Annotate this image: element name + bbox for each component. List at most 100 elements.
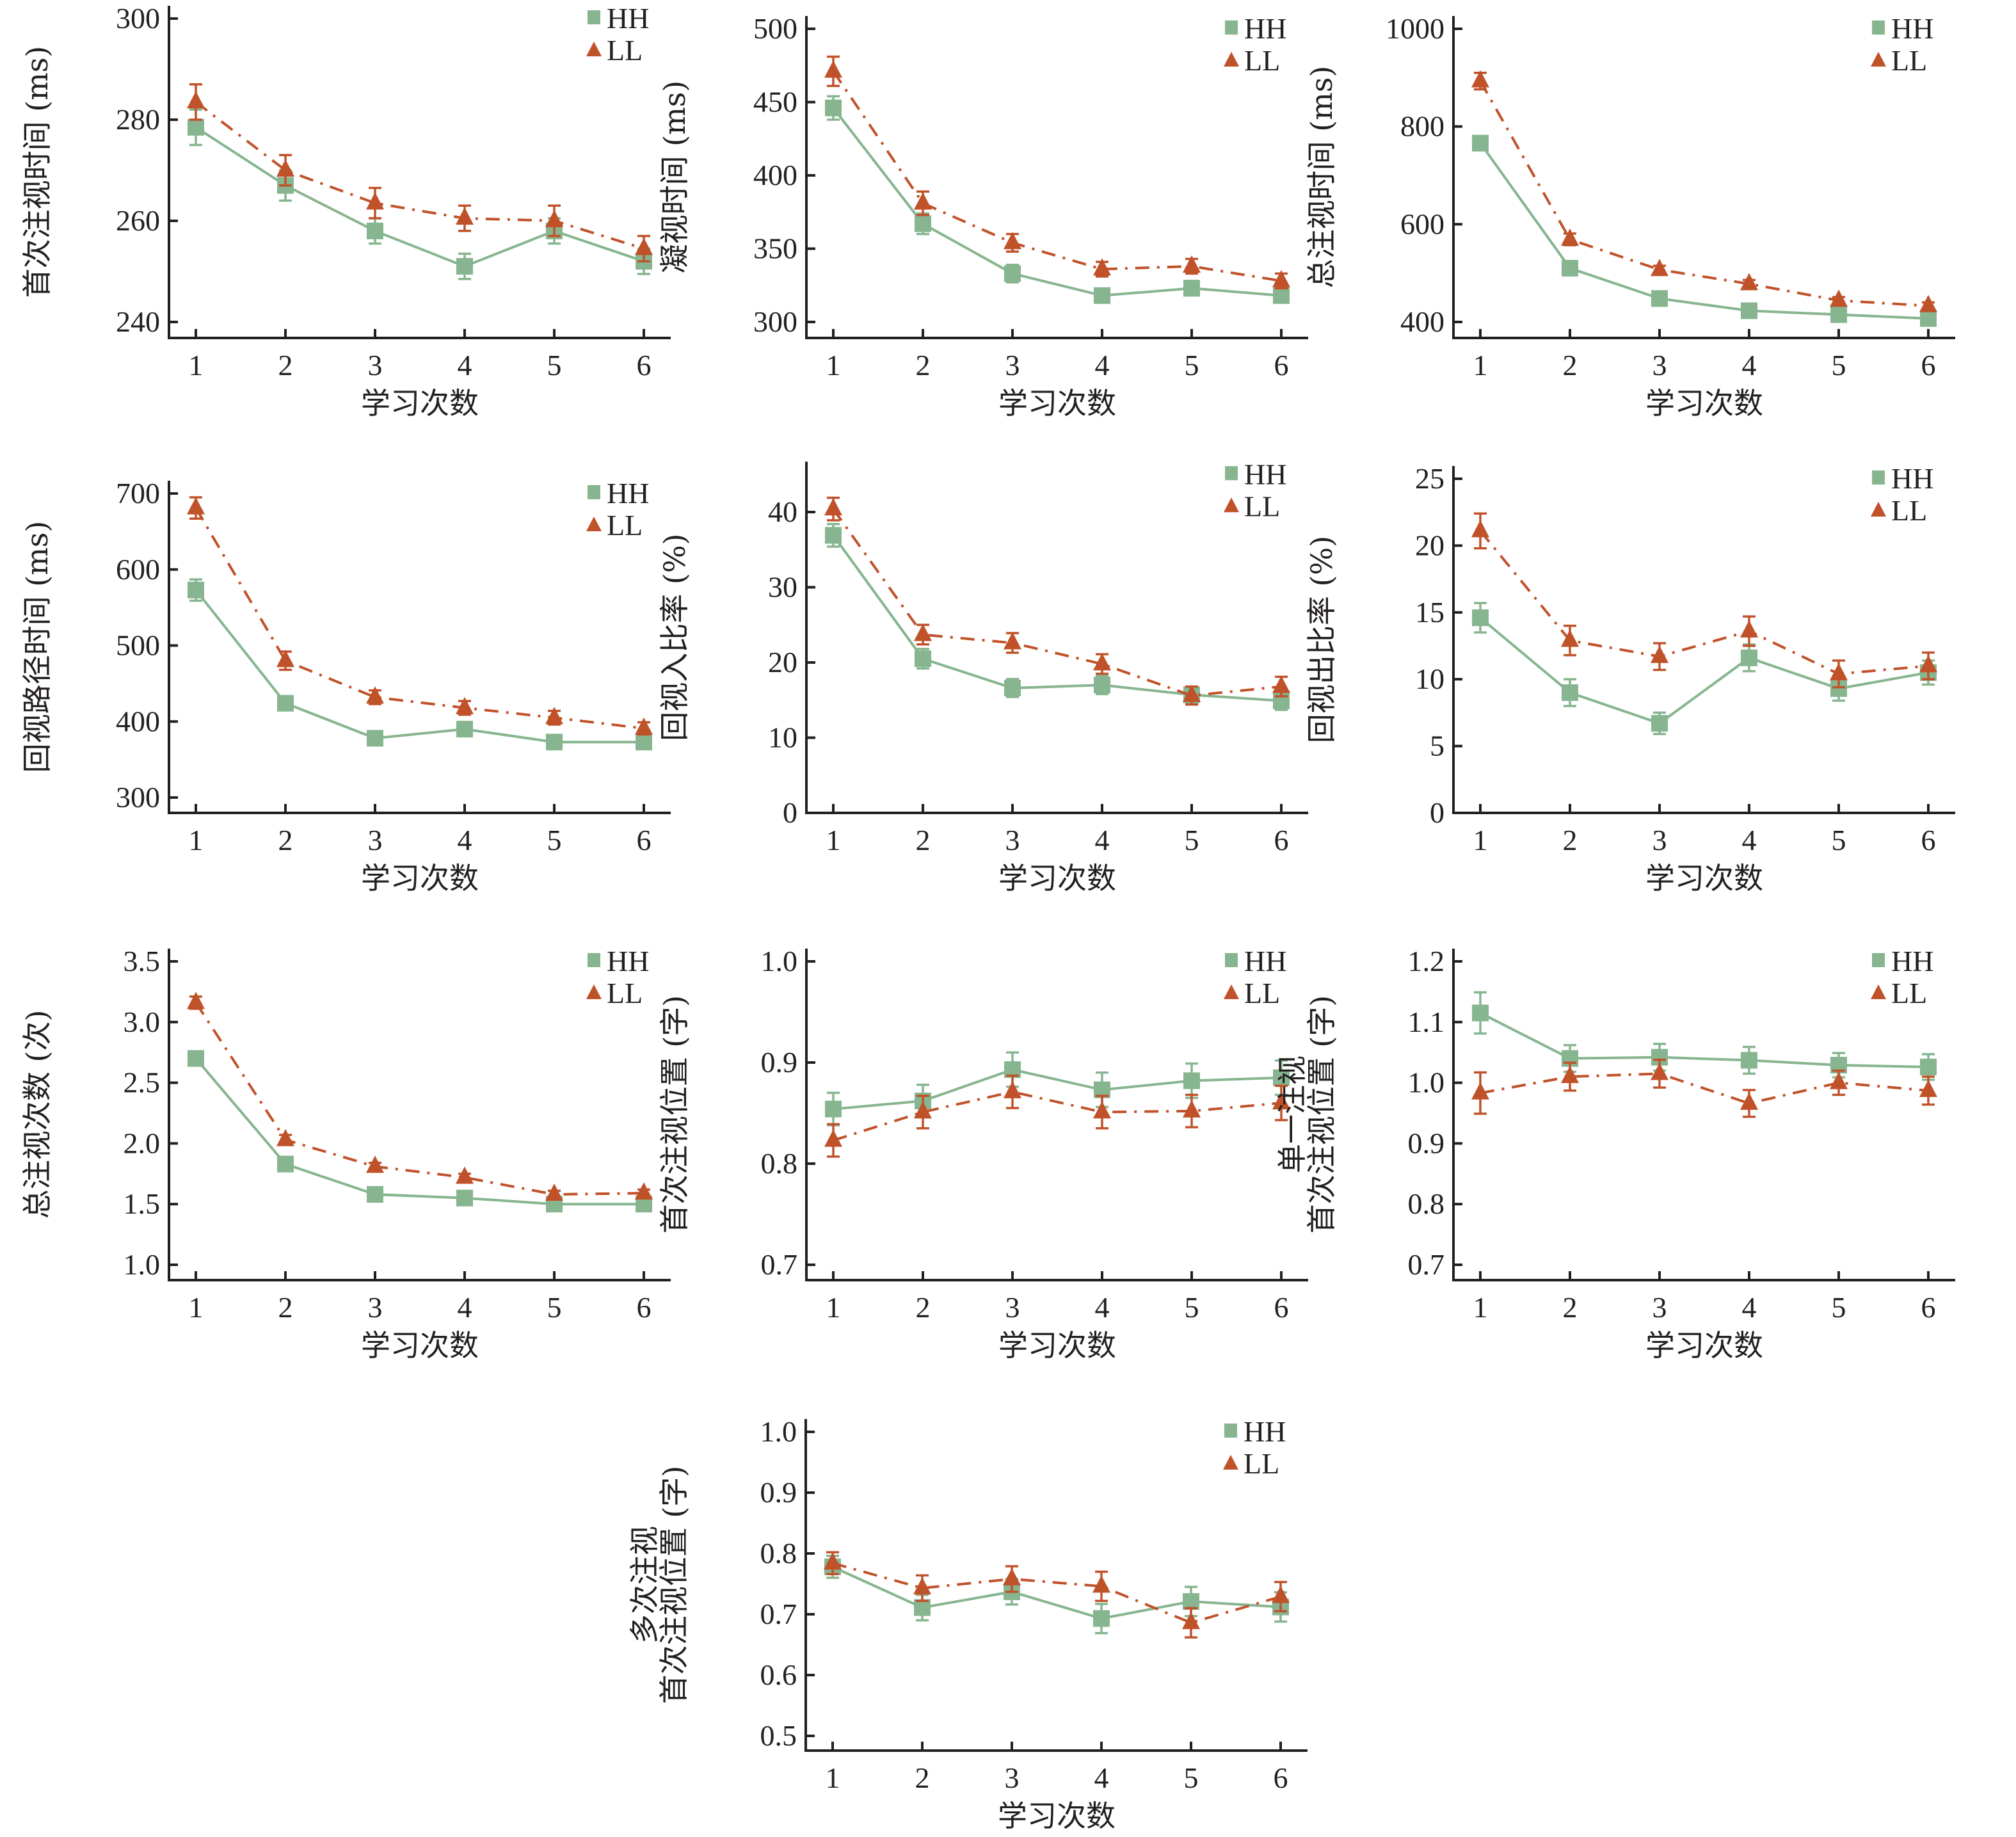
- legend-triangle-icon: [1223, 1455, 1238, 1470]
- data-point-triangle: [187, 91, 205, 109]
- data-point-triangle: [914, 192, 932, 210]
- x-tick-label: 1: [826, 1761, 840, 1794]
- y-tick-label: 0.9: [1408, 1127, 1445, 1159]
- x-tick-label: 5: [1184, 1761, 1199, 1794]
- data-point-triangle: [824, 1552, 842, 1570]
- data-point-triangle: [276, 1128, 294, 1146]
- x-tick-label: 4: [1095, 824, 1110, 856]
- x-axis-label: 学习次数: [361, 861, 479, 895]
- data-point-square: [1651, 715, 1668, 732]
- series-HH: [188, 1050, 652, 1213]
- data-point-triangle: [456, 1166, 474, 1184]
- data-point-square: [1273, 287, 1290, 304]
- x-tick-label: 6: [637, 1291, 652, 1324]
- x-tick-label: 3: [368, 1291, 383, 1324]
- series-line-HH: [195, 1057, 644, 1206]
- data-point-square: [1562, 684, 1578, 702]
- legend-label: HH: [1244, 458, 1286, 490]
- legend-label: LL: [607, 977, 643, 1009]
- x-tick-label: 3: [1005, 1291, 1020, 1324]
- legend-triangle-icon: [1224, 984, 1239, 999]
- y-tick-label: 400: [753, 159, 797, 191]
- x-tick-label: 3: [1652, 349, 1667, 381]
- data-point-triangle: [1830, 289, 1848, 307]
- data-point-square: [367, 730, 383, 747]
- legend-label: LL: [1244, 1447, 1279, 1480]
- legend-label: HH: [1891, 945, 1933, 977]
- data-point-triangle: [1740, 620, 1758, 638]
- data-point-triangle: [1004, 632, 1021, 650]
- series-line-HH: [195, 126, 644, 268]
- x-tick-label: 2: [915, 1761, 930, 1794]
- x-tick-label: 6: [1274, 824, 1289, 856]
- legend-label: LL: [1244, 44, 1280, 77]
- y-tick-label: 0: [783, 796, 797, 829]
- series-line-HH: [832, 107, 1282, 297]
- legend-label: HH: [607, 477, 649, 509]
- data-point-triangle: [1471, 1082, 1489, 1100]
- y-tick-label: 30: [768, 571, 797, 604]
- y-tick-label: 3.0: [124, 1006, 161, 1038]
- x-tick-label: 2: [1563, 1291, 1578, 1324]
- series-line-HH: [195, 589, 644, 744]
- y-axis-label: 首次注视位置 (字): [657, 1466, 691, 1705]
- x-tick-label: 4: [458, 349, 472, 381]
- x-tick-label: 2: [1563, 824, 1578, 856]
- y-tick-label: 300: [116, 2, 160, 35]
- data-point-square: [914, 1599, 931, 1616]
- data-point-triangle: [824, 498, 842, 516]
- data-point-triangle: [635, 717, 653, 735]
- y-tick-label: 1.0: [760, 1415, 797, 1448]
- x-tick-label: 5: [1832, 349, 1846, 381]
- data-point-triangle: [1093, 258, 1111, 276]
- x-tick-label: 4: [1742, 824, 1757, 856]
- y-tick-label: 400: [116, 705, 160, 737]
- x-tick-label: 5: [1185, 824, 1199, 856]
- y-axis-label: 总注视时间 (ms): [1304, 66, 1339, 289]
- y-tick-label: 1.0: [761, 945, 798, 977]
- x-tick-label: 3: [1652, 1291, 1667, 1324]
- data-point-square: [1830, 306, 1847, 323]
- y-tick-label: 0.9: [761, 1046, 798, 1079]
- x-tick-label: 6: [1274, 1291, 1289, 1324]
- x-tick-label: 3: [1005, 349, 1020, 381]
- legend-square-icon: [1872, 470, 1885, 485]
- series-LL: [187, 496, 653, 736]
- data-point-square: [1094, 677, 1110, 694]
- x-tick-label: 4: [1742, 349, 1757, 381]
- legend-label: LL: [1244, 977, 1280, 1009]
- y-axis-label: 回视路径时间 (ms): [20, 521, 54, 773]
- data-point-triangle: [824, 1129, 842, 1147]
- x-tick-label: 5: [1832, 824, 1846, 856]
- x-tick-label: 4: [1094, 1761, 1109, 1794]
- x-tick-label: 6: [1921, 824, 1936, 856]
- y-tick-label: 10: [1415, 662, 1444, 695]
- series-line-LL: [833, 1090, 1282, 1142]
- series-line-LL: [195, 100, 644, 250]
- legend-triangle-icon: [1871, 984, 1886, 999]
- data-point-square: [188, 1050, 204, 1067]
- y-tick-label: 20: [1415, 529, 1444, 561]
- x-tick-label: 1: [1473, 349, 1488, 381]
- y-tick-label: 15: [1415, 596, 1444, 629]
- y-axis-label: 回视出比率 (%): [1304, 536, 1339, 743]
- y-axis-label: 多次注视: [627, 1526, 662, 1644]
- y-tick-label: 0.9: [760, 1476, 797, 1509]
- x-tick-label: 1: [826, 1291, 841, 1324]
- data-point-triangle: [187, 991, 205, 1009]
- data-point-square: [1183, 280, 1200, 297]
- data-point-triangle: [1183, 1100, 1201, 1118]
- data-point-triangle: [187, 497, 205, 515]
- data-point-square: [1093, 1610, 1110, 1627]
- data-point-square: [188, 581, 204, 598]
- series-HH: [825, 95, 1290, 304]
- x-tick-label: 1: [1473, 824, 1488, 856]
- data-point-square: [188, 118, 204, 136]
- data-point-triangle: [456, 696, 474, 714]
- series-LL: [1471, 512, 1937, 689]
- series-line-HH: [1479, 616, 1929, 725]
- legend-label: HH: [1244, 12, 1286, 45]
